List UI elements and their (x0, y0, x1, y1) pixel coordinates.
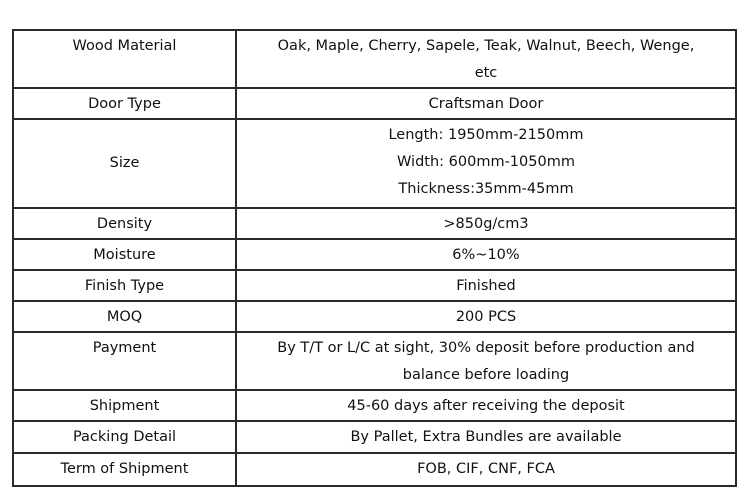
spec-label: Finish Type (12, 269, 237, 302)
table-row: Door Type Craftsman Door (12, 87, 737, 120)
spec-value: By T/T or L/C at sight, 30% deposit befo… (235, 331, 737, 391)
table-row: Size Length: 1950mm-2150mm Width: 600mm-10… (12, 118, 737, 209)
spec-label: Payment (12, 331, 237, 391)
table-row: Wood Material Oak, Maple, Cherry, Sapele,… (12, 29, 737, 89)
spec-label: Moisture (12, 238, 237, 271)
table-row: Moisture 6%~10% (12, 238, 737, 271)
spec-label: Size (12, 118, 237, 209)
spec-value: 45-60 days after receiving the deposit (235, 389, 737, 422)
table-row: Term of Shipment FOB, CIF, CNF, FCA (12, 452, 737, 487)
spec-value-line: Length: 1950mm-2150mm (388, 127, 584, 143)
spec-value-line: Oak, Maple, Cherry, Sapele, Teak, Walnut… (277, 38, 695, 54)
table-row: Payment By T/T or L/C at sight, 30% depos… (12, 331, 737, 391)
spec-value-line: balance before loading (402, 367, 570, 383)
spec-value-line: By Pallet, Extra Bundles are available (350, 429, 622, 445)
spec-value-line: Craftsman Door (428, 96, 544, 112)
spec-value-line: 45-60 days after receiving the deposit (347, 398, 625, 414)
spec-label: Door Type (12, 87, 237, 120)
spec-value-line: 6%~10% (452, 247, 520, 263)
spec-value-line: Finished (456, 278, 516, 294)
spec-label: MOQ (12, 300, 237, 333)
spec-value: Finished (235, 269, 737, 302)
table-row: Shipment 45-60 days after receiving the d… (12, 389, 737, 422)
spec-label: Shipment (12, 389, 237, 422)
table-row: MOQ 200 PCS (12, 300, 737, 333)
spec-value: 200 PCS (235, 300, 737, 333)
spec-value-line: etc (474, 65, 498, 81)
spec-label: Wood Material (12, 29, 237, 89)
spec-value: Oak, Maple, Cherry, Sapele, Teak, Walnut… (235, 29, 737, 89)
spec-value: Craftsman Door (235, 87, 737, 120)
table-row: Finish Type Finished (12, 269, 737, 302)
spec-value: >850g/cm3 (235, 207, 737, 240)
spec-label: Density (12, 207, 237, 240)
product-spec-table: Wood Material Oak, Maple, Cherry, Sapele,… (12, 29, 737, 487)
spec-value-line: By T/T or L/C at sight, 30% deposit befo… (277, 340, 695, 356)
spec-value: Length: 1950mm-2150mm Width: 600mm-1050mm… (235, 118, 737, 209)
spec-value: 6%~10% (235, 238, 737, 271)
spec-label: Term of Shipment (12, 452, 237, 487)
table-row: Density >850g/cm3 (12, 207, 737, 240)
spec-value-line: 200 PCS (455, 309, 517, 325)
spec-value-line: Width: 600mm-1050mm (397, 154, 575, 170)
spec-value-line: >850g/cm3 (443, 216, 529, 232)
spec-value: By Pallet, Extra Bundles are available (235, 420, 737, 454)
spec-value-line: Thickness:35mm-45mm (398, 181, 574, 197)
table-row: Packing Detail By Pallet, Extra Bundles a… (12, 420, 737, 454)
spec-label: Packing Detail (12, 420, 237, 454)
spec-value-line: FOB, CIF, CNF, FCA (417, 461, 555, 477)
spec-value: FOB, CIF, CNF, FCA (235, 452, 737, 487)
